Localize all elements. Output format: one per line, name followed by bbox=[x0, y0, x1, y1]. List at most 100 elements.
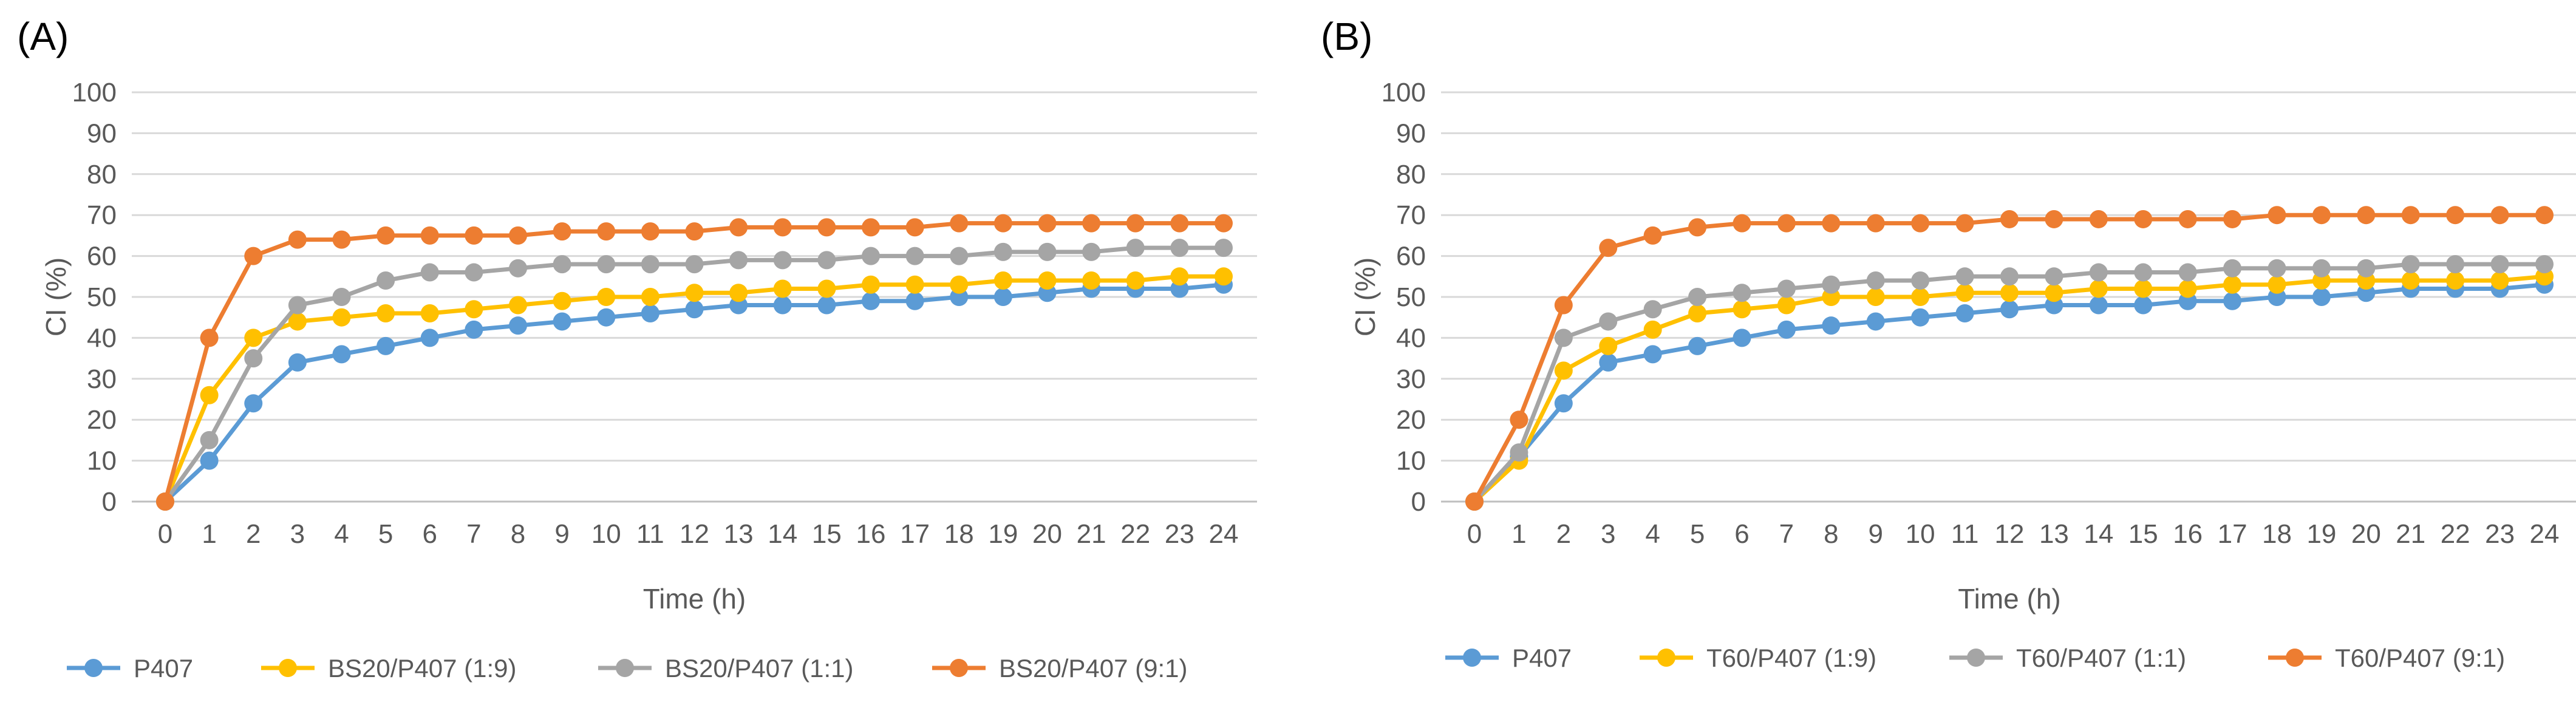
x-tick-label: 9 bbox=[1869, 519, 1883, 549]
data-point bbox=[2268, 206, 2286, 225]
data-point bbox=[1510, 410, 1528, 429]
data-point bbox=[1733, 329, 1751, 347]
legend-item: P407 bbox=[67, 654, 193, 683]
x-tick-label: 19 bbox=[988, 519, 1018, 549]
data-point bbox=[905, 218, 924, 237]
panel-label: (A) bbox=[17, 15, 69, 58]
data-point bbox=[1643, 320, 1662, 339]
data-point bbox=[1126, 214, 1145, 233]
data-point bbox=[1911, 308, 1930, 327]
data-point bbox=[2490, 271, 2509, 290]
data-point bbox=[1643, 226, 1662, 245]
data-point bbox=[1866, 271, 1885, 290]
data-point bbox=[2446, 206, 2465, 225]
x-tick-label: 7 bbox=[466, 519, 481, 549]
data-point bbox=[244, 394, 263, 413]
data-point bbox=[729, 284, 748, 302]
y-tick-label: 0 bbox=[1411, 487, 1426, 517]
x-tick-label: 2 bbox=[1556, 519, 1571, 549]
data-point bbox=[1733, 284, 1751, 302]
data-point bbox=[597, 222, 616, 241]
x-axis-title: Time (h) bbox=[643, 583, 746, 615]
x-tick-label: 7 bbox=[1779, 519, 1794, 549]
data-point bbox=[553, 291, 571, 310]
data-point bbox=[2357, 259, 2376, 278]
data-point bbox=[1599, 353, 1618, 372]
legend-swatch-marker bbox=[616, 659, 634, 677]
data-point bbox=[641, 304, 659, 322]
x-tick-label: 18 bbox=[944, 519, 974, 549]
panel-label: (B) bbox=[1321, 15, 1372, 58]
y-axis-title: CI (%) bbox=[1349, 257, 1381, 336]
data-point bbox=[2312, 206, 2331, 225]
data-point bbox=[377, 226, 395, 245]
data-point bbox=[2089, 209, 2108, 228]
data-point bbox=[200, 329, 219, 347]
y-tick-label: 30 bbox=[1396, 364, 1426, 394]
y-tick-label: 70 bbox=[87, 200, 117, 230]
x-tick-label: 5 bbox=[378, 519, 393, 549]
legend-swatch-marker bbox=[950, 659, 968, 677]
data-point bbox=[905, 291, 924, 310]
data-point bbox=[1955, 284, 1974, 302]
data-point bbox=[553, 222, 571, 241]
data-point bbox=[1126, 239, 1145, 257]
data-point bbox=[597, 255, 616, 274]
data-point bbox=[1126, 271, 1145, 290]
x-tick-label: 15 bbox=[2128, 519, 2158, 549]
data-point bbox=[2000, 209, 2019, 228]
data-point bbox=[553, 255, 571, 274]
data-point bbox=[817, 251, 836, 270]
x-tick-label: 4 bbox=[1645, 519, 1660, 549]
data-point bbox=[1599, 312, 1618, 331]
data-point bbox=[1688, 336, 1707, 355]
data-point bbox=[1215, 239, 1233, 257]
x-tick-label: 21 bbox=[1077, 519, 1106, 549]
data-point bbox=[200, 386, 219, 404]
data-point bbox=[1866, 312, 1885, 331]
data-point bbox=[1554, 361, 1573, 380]
data-point bbox=[993, 288, 1012, 306]
x-tick-label: 23 bbox=[2485, 519, 2515, 549]
x-tick-label: 8 bbox=[1824, 519, 1838, 549]
y-tick-label: 100 bbox=[72, 78, 117, 107]
data-point bbox=[2089, 263, 2108, 282]
legend-swatch-marker bbox=[1463, 649, 1481, 667]
data-point bbox=[685, 255, 704, 274]
x-tick-label: 14 bbox=[768, 519, 797, 549]
data-point bbox=[1215, 214, 1233, 233]
legend-item: BS20/P407 (1:1) bbox=[598, 654, 854, 683]
data-point bbox=[1733, 300, 1751, 319]
data-point bbox=[862, 275, 880, 294]
x-tick-label: 17 bbox=[2218, 519, 2247, 549]
data-point bbox=[244, 329, 263, 347]
legend-label: BS20/P407 (1:1) bbox=[665, 654, 854, 683]
data-point bbox=[2045, 267, 2063, 286]
y-tick-label: 40 bbox=[87, 323, 117, 353]
data-point bbox=[1643, 300, 1662, 319]
legend-swatch-marker bbox=[279, 659, 297, 677]
data-point bbox=[377, 304, 395, 322]
data-point bbox=[905, 275, 924, 294]
data-point bbox=[773, 296, 792, 315]
data-point bbox=[2490, 255, 2509, 274]
y-tick-label: 10 bbox=[87, 446, 117, 476]
x-tick-label: 2 bbox=[246, 519, 261, 549]
data-point bbox=[817, 279, 836, 298]
x-tick-label: 22 bbox=[2441, 519, 2470, 549]
x-tick-label: 19 bbox=[2306, 519, 2336, 549]
data-point bbox=[2535, 255, 2554, 274]
data-point bbox=[817, 296, 836, 315]
data-point bbox=[244, 247, 263, 265]
data-point bbox=[2268, 259, 2286, 278]
x-tick-label: 0 bbox=[1467, 519, 1482, 549]
legend-label: T60/P407 (1:1) bbox=[2016, 644, 2186, 672]
data-point bbox=[950, 214, 969, 233]
x-tick-label: 13 bbox=[724, 519, 754, 549]
x-tick-label: 12 bbox=[1995, 519, 2025, 549]
y-tick-label: 60 bbox=[87, 242, 117, 271]
data-point bbox=[1688, 288, 1707, 306]
y-tick-label: 40 bbox=[1396, 323, 1426, 353]
